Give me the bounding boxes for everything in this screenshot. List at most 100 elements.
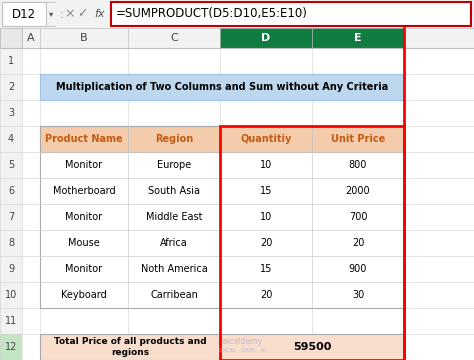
Text: Mouse: Mouse	[68, 238, 100, 248]
Text: 4: 4	[8, 134, 14, 144]
Bar	[220, 126, 312, 152]
Text: exceldemy: exceldemy	[221, 338, 263, 346]
Text: EXCEL · DATA · AI: EXCEL · DATA · AI	[219, 347, 265, 352]
Bar	[128, 178, 220, 204]
Bar	[312, 152, 404, 178]
Bar	[128, 256, 220, 282]
Text: C: C	[170, 33, 178, 43]
Text: 59500: 59500	[293, 342, 331, 352]
Text: 11: 11	[5, 316, 17, 326]
Text: D12: D12	[12, 8, 36, 21]
Bar	[46, 2, 56, 26]
Bar	[40, 204, 128, 230]
Text: ×: ×	[65, 8, 75, 21]
Text: 9: 9	[8, 264, 14, 274]
Text: 20: 20	[352, 238, 364, 248]
Bar	[312, 256, 404, 282]
Bar	[40, 282, 128, 308]
Bar	[220, 178, 312, 204]
Bar	[312, 178, 404, 204]
Text: E: E	[354, 33, 362, 43]
Text: Monitor: Monitor	[65, 160, 102, 170]
Bar	[0, 334, 22, 360]
Text: Quantitiy: Quantitiy	[240, 134, 292, 144]
Text: 10: 10	[5, 290, 17, 300]
Text: Total Price of all products and
regions: Total Price of all products and regions	[54, 337, 206, 357]
Text: Keyboard: Keyboard	[61, 290, 107, 300]
Text: Region: Region	[155, 134, 193, 144]
Text: 1: 1	[8, 56, 14, 66]
Bar	[128, 152, 220, 178]
Text: B: B	[80, 33, 88, 43]
Text: 20: 20	[260, 238, 272, 248]
Text: 8: 8	[8, 238, 14, 248]
Bar	[128, 204, 220, 230]
Bar	[128, 282, 220, 308]
Text: 30: 30	[352, 290, 364, 300]
Text: 2000: 2000	[346, 186, 370, 196]
Text: 7: 7	[8, 212, 14, 222]
Bar	[0, 28, 474, 48]
Text: Unit Price: Unit Price	[331, 134, 385, 144]
Bar	[111, 2, 471, 26]
Bar	[220, 126, 404, 360]
Bar	[2, 2, 46, 26]
Text: Carribean: Carribean	[150, 290, 198, 300]
Bar	[0, 0, 474, 28]
Bar	[312, 28, 404, 48]
Text: ✓: ✓	[77, 8, 87, 21]
Bar	[312, 282, 404, 308]
Text: Noth America: Noth America	[141, 264, 207, 274]
Text: 10: 10	[260, 212, 272, 222]
Bar	[128, 230, 220, 256]
Bar	[220, 282, 312, 308]
Bar	[312, 230, 404, 256]
Bar	[40, 334, 404, 360]
Text: Middle East: Middle East	[146, 212, 202, 222]
Text: Monitor: Monitor	[65, 264, 102, 274]
Bar	[220, 152, 312, 178]
Bar	[40, 74, 404, 100]
Text: 10: 10	[260, 160, 272, 170]
Bar	[220, 28, 312, 48]
Text: 15: 15	[260, 264, 272, 274]
Bar	[40, 334, 220, 360]
Bar	[220, 256, 312, 282]
Text: D: D	[261, 33, 271, 43]
Text: :: :	[60, 8, 64, 21]
Bar	[40, 152, 128, 178]
Text: 15: 15	[260, 186, 272, 196]
Bar	[40, 178, 128, 204]
Text: 900: 900	[349, 264, 367, 274]
Text: 6: 6	[8, 186, 14, 196]
Bar	[40, 256, 128, 282]
Bar	[40, 230, 128, 256]
Text: Multiplication of Two Columns and Sum without Any Criteria: Multiplication of Two Columns and Sum wi…	[56, 82, 388, 92]
Text: 700: 700	[349, 212, 367, 222]
Text: Africa: Africa	[160, 238, 188, 248]
Text: 20: 20	[260, 290, 272, 300]
Bar	[40, 126, 404, 152]
Text: 3: 3	[8, 108, 14, 118]
Bar	[0, 28, 22, 48]
Text: fx: fx	[95, 9, 105, 19]
Bar	[40, 126, 128, 152]
Text: =SUMPRODUCT(D5:D10,E5:E10): =SUMPRODUCT(D5:D10,E5:E10)	[116, 8, 308, 21]
Bar	[0, 48, 22, 360]
Text: Europe: Europe	[157, 160, 191, 170]
Text: 2: 2	[8, 82, 14, 92]
Bar	[312, 126, 404, 152]
Bar	[220, 230, 312, 256]
Text: Monitor: Monitor	[65, 212, 102, 222]
Text: 12: 12	[5, 342, 17, 352]
Text: A: A	[27, 33, 35, 43]
Text: Motherboard: Motherboard	[53, 186, 115, 196]
Bar	[312, 204, 404, 230]
Bar	[56, 0, 111, 28]
Text: 5: 5	[8, 160, 14, 170]
Text: Product Name: Product Name	[45, 134, 123, 144]
Text: 800: 800	[349, 160, 367, 170]
Bar	[40, 126, 404, 308]
Bar	[220, 204, 312, 230]
Text: South Asia: South Asia	[148, 186, 200, 196]
